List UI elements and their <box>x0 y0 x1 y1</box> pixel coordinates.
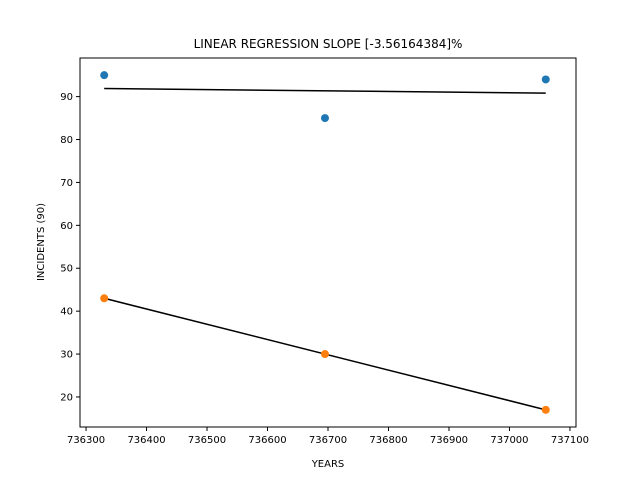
y-axis-label: INCIDENTS (90) <box>36 203 47 281</box>
x-tick-label: 736300 <box>67 435 105 446</box>
y-tick-label: 50 <box>60 264 73 275</box>
y-axis: 20 30 40 50 60 70 80 90 <box>60 92 80 403</box>
y-tick-label: 30 <box>60 350 73 361</box>
y-tick-label: 60 <box>60 221 73 232</box>
y-tick-label: 90 <box>60 92 73 103</box>
data-point-0-2 <box>541 75 550 84</box>
x-tick-label: 736600 <box>248 435 286 446</box>
chart-title: LINEAR REGRESSION SLOPE [-3.56164384]% <box>194 37 463 51</box>
data-point-1-0 <box>100 294 109 303</box>
plot-frame <box>79 57 577 428</box>
x-tick-label: 736400 <box>127 435 165 446</box>
data-point-0-0 <box>100 71 109 80</box>
data-point-1-1 <box>320 350 329 359</box>
x-axis-label: YEARS <box>311 459 345 470</box>
y-tick-label: 20 <box>60 392 73 403</box>
regression-line-0 <box>104 87 546 94</box>
x-tick-label: 736500 <box>188 435 226 446</box>
x-axis: 736300 736400 736500 736600 736700 736800 7369… <box>67 427 589 446</box>
data-point-1-2 <box>541 405 550 414</box>
x-tick-label: 736900 <box>430 435 468 446</box>
x-tick-label: 736800 <box>369 435 407 446</box>
y-tick-label: 70 <box>60 178 73 189</box>
y-tick-label: 40 <box>60 307 73 318</box>
y-tick-label: 80 <box>60 135 73 146</box>
data-point-0-1 <box>320 114 329 123</box>
x-tick-label: 737100 <box>551 435 589 446</box>
x-tick-label: 736700 <box>309 435 347 446</box>
x-tick-label: 737000 <box>490 435 528 446</box>
plot-area <box>100 71 550 414</box>
